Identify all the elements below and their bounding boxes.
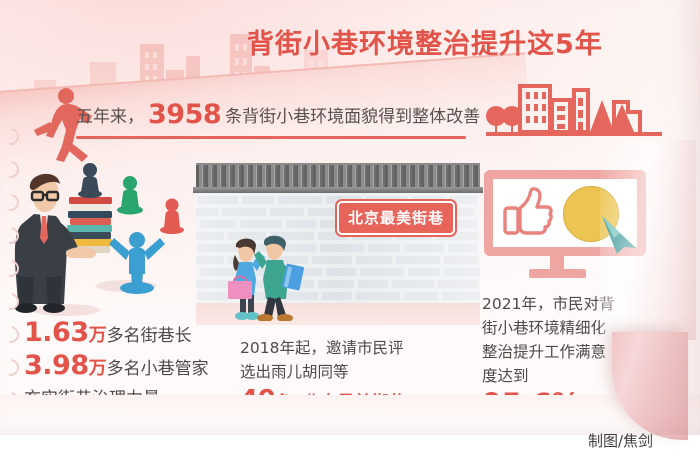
stat-mid-line-1: 2018年起，邀请市民评 [240, 339, 404, 357]
banner-prefix: 五年来， [76, 106, 144, 127]
page-title: 背街小巷环境整治提升这5年 [247, 29, 603, 60]
tiled-roof-icon [196, 163, 480, 191]
status-badge: 北京最美街巷 [337, 201, 456, 235]
roof-ridges [196, 165, 480, 187]
stat-mid-line-2: 选出雨儿胡同等 [240, 363, 349, 381]
paper-edge-shadow [0, 0, 700, 435]
monitor-stand [550, 256, 564, 272]
stat-left-number-2: 3.98 [24, 350, 89, 381]
thumbs-up-icon [502, 186, 554, 244]
banner-underline [76, 136, 466, 139]
stat-right-line-3: 整治提升工作满意 [482, 343, 607, 361]
stat-left-number-1: 1.63 [24, 317, 89, 348]
monitor-base [529, 269, 586, 278]
stat-right-line-1: 2021年，市民对背 [482, 295, 615, 313]
stat-right-line-2: 街小巷环境精细化 [482, 319, 607, 337]
walking-pedestrians-icon [228, 235, 324, 325]
banner-number: 3958 [148, 98, 222, 130]
stat-left-text-1: 多名街巷长 [106, 326, 192, 346]
runner-icon [26, 86, 102, 168]
businessman-with-books-icon [6, 158, 206, 318]
stat-left-line-2: 3.98万多名小巷管家 [24, 351, 209, 384]
banner-suffix: 条背街小巷环境面貌得到整体改善 [225, 106, 481, 127]
paper-bottom-fade [0, 395, 700, 458]
roof-eave [193, 187, 483, 193]
hutong-wall-scene: 北京最美街巷 [193, 163, 483, 325]
stat-left-line-1: 1.63万多名街巷长 [24, 318, 209, 351]
page-curl-highlight [600, 140, 696, 340]
credit-line: 制图/焦剑 [588, 432, 654, 450]
stat-left-text-2: 多名小巷管家 [106, 359, 209, 379]
stat-right-line-4: 度达到 [482, 367, 529, 385]
headline-banner: 五年来， 3958 条背街小巷环境面貌得到整体改善 [76, 97, 500, 131]
stat-left-unit-2: 万 [88, 358, 107, 379]
city-buildings-trees-icon [486, 82, 666, 140]
stat-left-unit-1: 万 [88, 325, 107, 346]
